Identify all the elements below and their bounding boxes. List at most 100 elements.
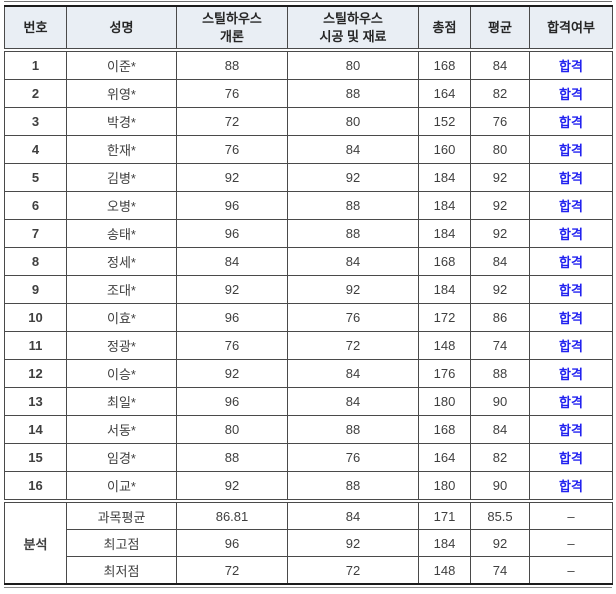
summary-subject2-value: 72 <box>287 556 419 585</box>
row-number: 12 <box>4 359 67 388</box>
table-row: 7 송태* 96 88 184 92 합격 <box>4 219 613 248</box>
subject2-score: 88 <box>287 471 419 502</box>
summary-average-value: 92 <box>470 529 530 557</box>
subject1-score: 76 <box>176 135 288 164</box>
subject1-score: 96 <box>176 219 288 248</box>
total-score: 168 <box>418 247 471 276</box>
pass-status: 합격 <box>529 219 613 248</box>
summary-label: 최고점 <box>66 529 177 557</box>
summary-subject1-value: 96 <box>176 529 288 557</box>
pass-status: 합격 <box>529 471 613 502</box>
row-number: 3 <box>4 107 67 136</box>
row-number: 9 <box>4 275 67 304</box>
table-row: 2 위영* 76 88 164 82 합격 <box>4 79 613 108</box>
student-name: 이준* <box>66 49 177 80</box>
subject2-score: 84 <box>287 135 419 164</box>
total-score: 180 <box>418 387 471 416</box>
summary-pass-status: – <box>529 499 613 530</box>
subject1-score: 92 <box>176 471 288 502</box>
pass-status: 합격 <box>529 79 613 108</box>
table-row: 15 임경* 88 76 164 82 합격 <box>4 443 613 472</box>
subject1-score: 84 <box>176 247 288 276</box>
summary-subject1-value: 86.81 <box>176 499 288 530</box>
summary-subject2-value: 92 <box>287 529 419 557</box>
total-score: 176 <box>418 359 471 388</box>
table-row: 8 정세* 84 84 168 84 합격 <box>4 247 613 276</box>
pass-status: 합격 <box>529 49 613 80</box>
subject1-score: 96 <box>176 191 288 220</box>
subject1-score: 76 <box>176 331 288 360</box>
subject1-score: 92 <box>176 163 288 192</box>
subject1-score: 80 <box>176 415 288 444</box>
pass-status: 합격 <box>529 387 613 416</box>
subject1-score: 76 <box>176 79 288 108</box>
total-score: 168 <box>418 49 471 80</box>
summary-row: 최저점 72 72 148 74 – <box>5 556 613 585</box>
average-score: 92 <box>470 275 530 304</box>
table-row: 5 김병* 92 92 184 92 합격 <box>4 163 613 192</box>
total-score: 168 <box>418 415 471 444</box>
total-score: 152 <box>418 107 471 136</box>
col-header-number: 번호 <box>4 5 67 52</box>
average-score: 92 <box>470 191 530 220</box>
student-name: 오병* <box>66 191 177 220</box>
subject2-score: 88 <box>287 219 419 248</box>
row-number: 4 <box>4 135 67 164</box>
pass-status: 합격 <box>529 359 613 388</box>
subject1-score: 92 <box>176 275 288 304</box>
pass-status: 합격 <box>529 443 613 472</box>
table-row: 1 이준* 88 80 168 84 합격 <box>4 49 613 80</box>
student-name: 김병* <box>66 163 177 192</box>
col-header-subject2: 스틸하우스 시공 및 재료 <box>287 5 419 52</box>
student-name: 이교* <box>66 471 177 502</box>
score-sheet: 번호 성명 스틸하우스 개론 스틸하우스 시공 및 재료 총점 평균 합격여부 … <box>4 1 613 588</box>
average-score: 84 <box>470 49 530 80</box>
average-score: 86 <box>470 303 530 332</box>
subject2-score: 84 <box>287 247 419 276</box>
total-score: 160 <box>418 135 471 164</box>
total-score: 184 <box>418 191 471 220</box>
student-name: 이효* <box>66 303 177 332</box>
subject1-score: 96 <box>176 303 288 332</box>
student-name: 위영* <box>66 79 177 108</box>
subject2-score: 92 <box>287 275 419 304</box>
subject1-score: 88 <box>176 49 288 80</box>
subject2-score: 88 <box>287 79 419 108</box>
col-header-pass-status: 합격여부 <box>529 5 613 52</box>
summary-row: 분석 과목평균 86.81 84 171 85.5 – <box>4 499 613 585</box>
col-header-average: 평균 <box>470 5 530 52</box>
summary-average-value: 85.5 <box>470 499 530 530</box>
average-score: 80 <box>470 135 530 164</box>
average-score: 82 <box>470 443 530 472</box>
subject2-score: 88 <box>287 191 419 220</box>
total-score: 184 <box>418 163 471 192</box>
average-score: 74 <box>470 331 530 360</box>
student-rows: 1 이준* 88 80 168 84 합격 2 위영* 76 88 164 82… <box>4 49 613 502</box>
row-number: 16 <box>4 471 67 502</box>
summary-total-value: 148 <box>418 556 471 585</box>
summary-total-value: 184 <box>418 529 471 557</box>
summary-subject1-value: 72 <box>176 556 288 585</box>
subject2-score: 88 <box>287 415 419 444</box>
student-name: 서동* <box>66 415 177 444</box>
row-number: 8 <box>4 247 67 276</box>
subject2-score: 80 <box>287 49 419 80</box>
student-name: 박경* <box>66 107 177 136</box>
row-number: 15 <box>4 443 67 472</box>
row-number: 11 <box>4 331 67 360</box>
pass-status: 합격 <box>529 303 613 332</box>
pass-status: 합격 <box>529 275 613 304</box>
student-name: 조대* <box>66 275 177 304</box>
summary-pass-status: – <box>529 556 613 585</box>
subject2-score: 76 <box>287 303 419 332</box>
average-score: 92 <box>470 163 530 192</box>
pass-status: 합격 <box>529 191 613 220</box>
summary-label: 과목평균 <box>66 499 177 530</box>
average-score: 90 <box>470 387 530 416</box>
pass-status: 합격 <box>529 415 613 444</box>
summary-row: 최고점 96 92 184 92 – <box>5 529 613 557</box>
student-name: 정광* <box>66 331 177 360</box>
row-number: 1 <box>4 49 67 80</box>
student-name: 한재* <box>66 135 177 164</box>
pass-status: 합격 <box>529 163 613 192</box>
